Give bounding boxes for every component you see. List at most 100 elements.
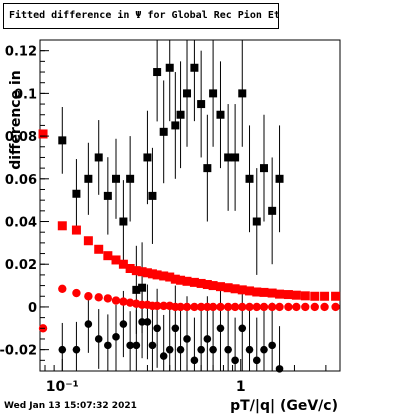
red-circle-point xyxy=(252,302,261,312)
y-axis-label: difference in xyxy=(8,70,24,169)
y-tick-label: 0.1 xyxy=(14,87,37,102)
black-circle-point xyxy=(143,318,152,326)
black-square-point xyxy=(275,174,284,183)
black-circle-point xyxy=(138,318,146,326)
black-circle-point xyxy=(275,365,284,373)
red-circle-point xyxy=(196,302,206,312)
black-square-point xyxy=(245,174,254,183)
red-circle-point xyxy=(58,284,67,293)
black-square-point xyxy=(183,89,192,98)
red-square-point xyxy=(94,244,104,254)
red-square-point xyxy=(283,290,293,300)
black-circle-point xyxy=(252,356,261,365)
y-tick-label: 0 xyxy=(28,301,37,316)
timestamp-label: Wed Jan 13 15:07:32 2021 xyxy=(4,401,137,411)
red-square-point xyxy=(320,291,330,301)
black-circle-point xyxy=(224,345,232,354)
red-circle-point xyxy=(216,302,225,312)
red-circle-point xyxy=(72,288,81,298)
y-tick-label: 0.02 xyxy=(5,258,37,273)
y-tick-label: 0.12 xyxy=(5,45,37,60)
red-square-point xyxy=(147,269,157,279)
black-circle-point xyxy=(148,341,157,350)
x-axis-label: pT/|q| (GeV/c) xyxy=(230,398,338,414)
black-circle-point xyxy=(238,324,247,333)
red-square-point xyxy=(131,266,141,276)
black-square-point xyxy=(126,174,135,183)
black-square-point xyxy=(132,285,141,294)
black-square-point xyxy=(231,153,240,162)
black-square-point xyxy=(84,174,93,183)
red-square-point xyxy=(230,284,240,294)
red-circle-point xyxy=(125,298,135,307)
black-circle-point xyxy=(84,320,93,328)
black-circle-point xyxy=(260,345,268,354)
red-circle-point xyxy=(159,301,168,311)
y-tick-label: -0.02 xyxy=(0,344,37,359)
x-tick-label: 10⁻¹ xyxy=(46,379,79,395)
red-square-point xyxy=(170,274,180,284)
red-circle-point xyxy=(292,302,301,312)
red-circle-point xyxy=(103,294,113,303)
red-square-point xyxy=(189,277,199,287)
red-square-point xyxy=(259,287,269,297)
black-circle-point xyxy=(183,335,191,343)
black-square-point xyxy=(209,89,218,98)
black-circle-point xyxy=(58,345,67,354)
red-square-point xyxy=(142,268,152,278)
black-circle-point xyxy=(72,345,81,354)
black-square-point xyxy=(112,174,121,183)
black-square-point xyxy=(224,153,233,162)
black-square-point xyxy=(153,68,162,77)
black-square-point xyxy=(138,283,147,292)
red-circle-point xyxy=(203,302,212,312)
red-square-point xyxy=(159,271,169,281)
red-square-point xyxy=(71,225,81,235)
red-square-point xyxy=(310,291,320,301)
black-circle-point xyxy=(231,356,239,365)
black-square-point xyxy=(72,189,81,198)
y-tick-label: 0.08 xyxy=(5,130,37,145)
axes: -0.02 0 0.02 0.04 0.06 0.08 0.1 0.12 10⁻¹ 1 xyxy=(0,45,327,395)
black-circle-point xyxy=(203,335,212,343)
black-square-point xyxy=(259,164,268,173)
red-square-point xyxy=(208,281,218,291)
red-circle-point xyxy=(176,302,185,312)
black-circle-point xyxy=(104,341,112,350)
red-square-point xyxy=(196,278,206,288)
red-circle-point xyxy=(111,296,121,305)
black-square-point xyxy=(238,89,247,98)
red-circle-point xyxy=(320,302,329,312)
red-circle-point xyxy=(301,302,310,312)
red-square-point xyxy=(331,291,341,301)
red-circle-point xyxy=(190,302,199,312)
red-square-point xyxy=(118,259,128,269)
black-square-point xyxy=(103,191,112,200)
black-square-point xyxy=(148,191,157,200)
black-circle-point xyxy=(94,335,103,343)
black-circle-point xyxy=(245,345,254,354)
red-circle-point xyxy=(238,302,247,312)
red-square-point xyxy=(103,251,113,261)
red-circle-point xyxy=(275,302,284,312)
black-circle-point xyxy=(176,345,185,354)
black-square-point xyxy=(252,217,261,226)
red-square-point xyxy=(215,282,225,292)
red-square-point xyxy=(182,276,192,286)
red-circle-point xyxy=(284,302,293,312)
red-square-point xyxy=(202,280,212,290)
red-square-point xyxy=(291,290,301,300)
black-square-point xyxy=(216,110,225,119)
red-square-point xyxy=(176,275,186,285)
red-square-point xyxy=(137,267,147,277)
red-square-point xyxy=(165,272,175,282)
black-square-point xyxy=(197,100,206,109)
red-circle-point xyxy=(310,302,319,312)
red-circle-point xyxy=(94,293,103,302)
black-square-point xyxy=(94,153,103,162)
y-tick-label: 0.04 xyxy=(5,216,37,231)
red-square-point xyxy=(223,283,233,293)
red-circle-point xyxy=(208,302,218,312)
black-circle-point xyxy=(268,341,276,350)
